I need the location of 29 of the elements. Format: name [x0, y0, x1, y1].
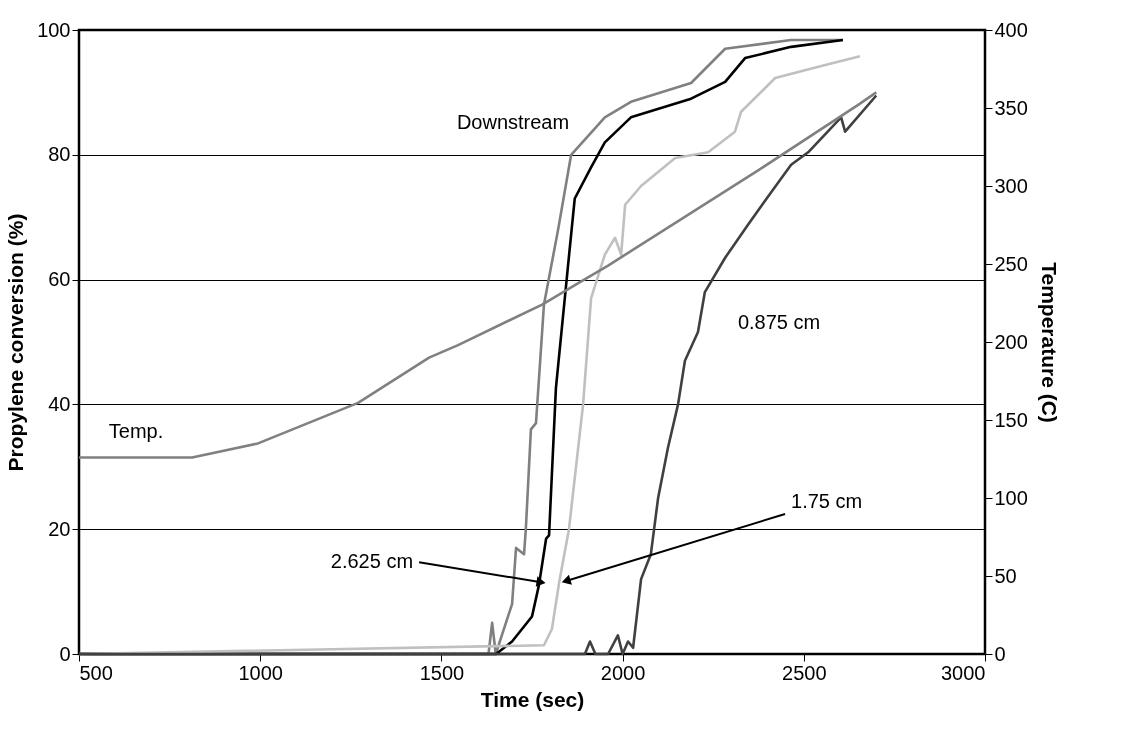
x-tick-label: 1500 [419, 661, 465, 684]
y-tick-label: 100 [37, 18, 71, 41]
y2-tick-label: 150 [994, 408, 1028, 431]
x-tick-label: 1000 [238, 661, 283, 684]
y-tick-label: 40 [48, 392, 71, 415]
x-tick-label: 2500 [782, 661, 827, 684]
y2-tick-label: 400 [994, 18, 1028, 41]
y2-tick-label: 100 [994, 486, 1028, 509]
y2-tick-label: 250 [994, 252, 1028, 275]
x-tick-label: 500 [79, 661, 113, 684]
y2-tick-label: 300 [994, 174, 1028, 197]
y-axis-title: Propylene conversion (%) [4, 213, 28, 472]
y-tick-label: 80 [48, 143, 71, 166]
y2-axis-title: Temperature (C) [1037, 262, 1061, 423]
y2-tick-label: 350 [994, 96, 1028, 119]
y-tick-label: 0 [59, 642, 71, 665]
y2-tick-label: 0 [994, 642, 1006, 665]
annotation: 1.75 cm [791, 489, 863, 512]
y-tick-label: 20 [48, 517, 71, 540]
y-tick-label: 60 [48, 268, 71, 291]
annotation: Temp. [108, 420, 164, 442]
annotation: 0.875 cm [737, 311, 821, 333]
annotation: 2.625 cm [330, 550, 414, 573]
x-tick-label: 2000 [600, 661, 646, 684]
x-tick-label: 3000 [941, 661, 986, 684]
y2-tick-label: 50 [994, 564, 1017, 587]
annotation: Downstream [456, 111, 570, 133]
x-axis-title: Time (sec) [480, 687, 585, 711]
y2-tick-label: 200 [994, 330, 1028, 353]
